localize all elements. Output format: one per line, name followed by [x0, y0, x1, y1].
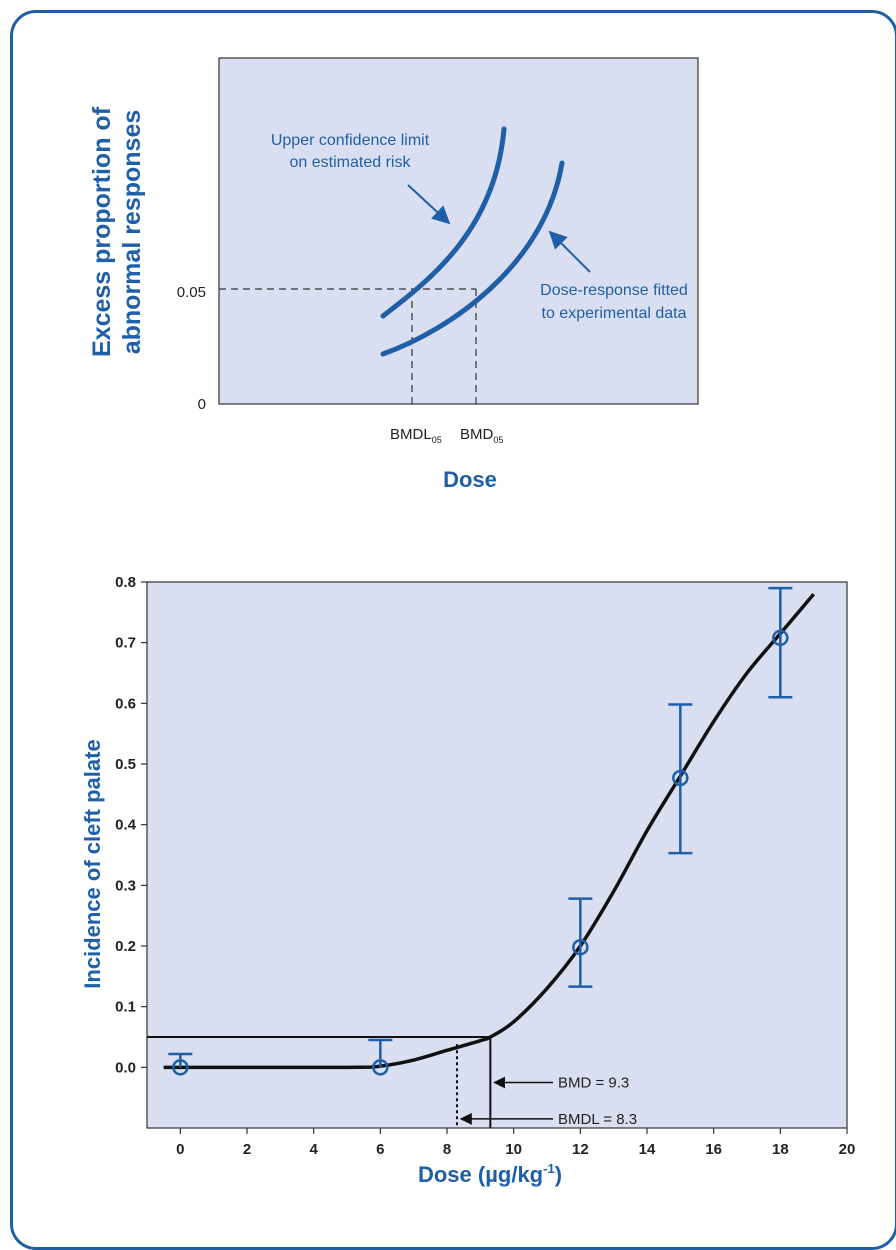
top-ylabel-line1: Excess proportion of — [88, 106, 116, 357]
x-tick-label: 8 — [443, 1141, 451, 1158]
bottom-ylabel: Incidence of cleft palate — [80, 739, 105, 988]
top-chart: Excess proportion of abnormal responses … — [88, 57, 699, 492]
x-tick-label: 4 — [309, 1141, 318, 1158]
fitted-arrow — [548, 230, 591, 273]
upper-limit-arrow — [407, 184, 451, 225]
observed-points — [168, 586, 793, 1076]
x-tick-label: 16 — [705, 1141, 722, 1158]
data-point — [572, 938, 589, 956]
upper-limit-annotation-line2: on estimated risk — [290, 154, 412, 171]
top-ytick-0: 0 — [198, 396, 206, 413]
fitted-annotation-line2: to experimental data — [542, 305, 687, 322]
top-xmarker-bmd: BMD05 — [460, 426, 503, 445]
bottom-chart: 0 2 4 6 8 10 12 14 16 18 20 0.0 0.1 0.2 0.3 0.4 0.5 0.6 0.… — [80, 574, 855, 1187]
bottom-xlabel: Dose (µg/kg-1) — [418, 1161, 562, 1187]
upper-confidence-curve — [380, 126, 507, 319]
y-tick-label: 0.7 — [115, 635, 136, 652]
bottom-plot-area — [146, 581, 848, 1129]
x-tick-label: 14 — [639, 1141, 656, 1158]
bmdl-annotation: BMDL = 8.3 — [558, 1111, 637, 1128]
x-tick-label: 0 — [176, 1141, 184, 1158]
x-tick-label: 10 — [505, 1141, 522, 1158]
y-tick-label: 0.5 — [115, 756, 136, 773]
bottom-reference-lines — [147, 1036, 553, 1128]
fitted-logistic-curve — [163, 593, 816, 1070]
top-xlabel: Dose — [443, 467, 497, 492]
x-tick-label: 2 — [243, 1141, 251, 1158]
data-point — [672, 769, 689, 787]
x-tick-label: 6 — [376, 1141, 384, 1158]
y-tick-label: 0.3 — [115, 877, 136, 894]
upper-limit-annotation-line1: Upper confidence limit — [271, 132, 430, 149]
top-ylabel-line2: abnormal responses — [118, 110, 146, 355]
top-ytick-005: 0.05 — [177, 284, 206, 301]
data-point — [172, 1059, 189, 1076]
y-tick-label: 0.1 — [115, 999, 136, 1016]
bottom-ticks: 0 2 4 6 8 10 12 14 16 18 20 0.0 0.1 0.2 0.3 0.4 0.5 0.6 0.… — [115, 574, 855, 1158]
x-tick-label: 20 — [839, 1141, 856, 1158]
x-tick-label: 12 — [572, 1141, 589, 1158]
y-tick-label: 0.2 — [115, 938, 136, 955]
bmd-annotation: BMD = 9.3 — [558, 1075, 629, 1092]
y-tick-label: 0.0 — [115, 1059, 136, 1076]
y-tick-label: 0.6 — [115, 695, 136, 712]
dose-response-curve — [380, 160, 565, 357]
y-tick-label: 0.4 — [115, 817, 137, 834]
y-tick-label: 0.8 — [115, 574, 136, 591]
data-point — [772, 629, 789, 647]
data-point — [372, 1059, 389, 1076]
x-tick-label: 18 — [772, 1141, 789, 1158]
fitted-annotation-line1: Dose-response fitted — [540, 282, 688, 299]
top-plot-area — [218, 57, 699, 405]
top-xmarker-bmdl: BMDL05 — [390, 426, 442, 445]
